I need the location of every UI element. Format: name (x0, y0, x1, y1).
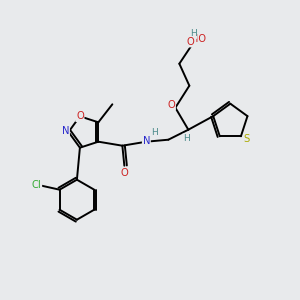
Text: H: H (151, 128, 158, 137)
Text: N: N (62, 126, 69, 136)
Text: S: S (244, 134, 250, 144)
Text: O: O (167, 100, 175, 110)
Text: O: O (76, 111, 84, 121)
Text: Cl: Cl (32, 180, 41, 190)
Text: N: N (142, 136, 150, 146)
Text: HO: HO (191, 34, 206, 44)
Text: H: H (190, 29, 197, 38)
Text: O: O (187, 37, 194, 47)
Text: O: O (121, 168, 128, 178)
Text: H: H (183, 134, 190, 143)
